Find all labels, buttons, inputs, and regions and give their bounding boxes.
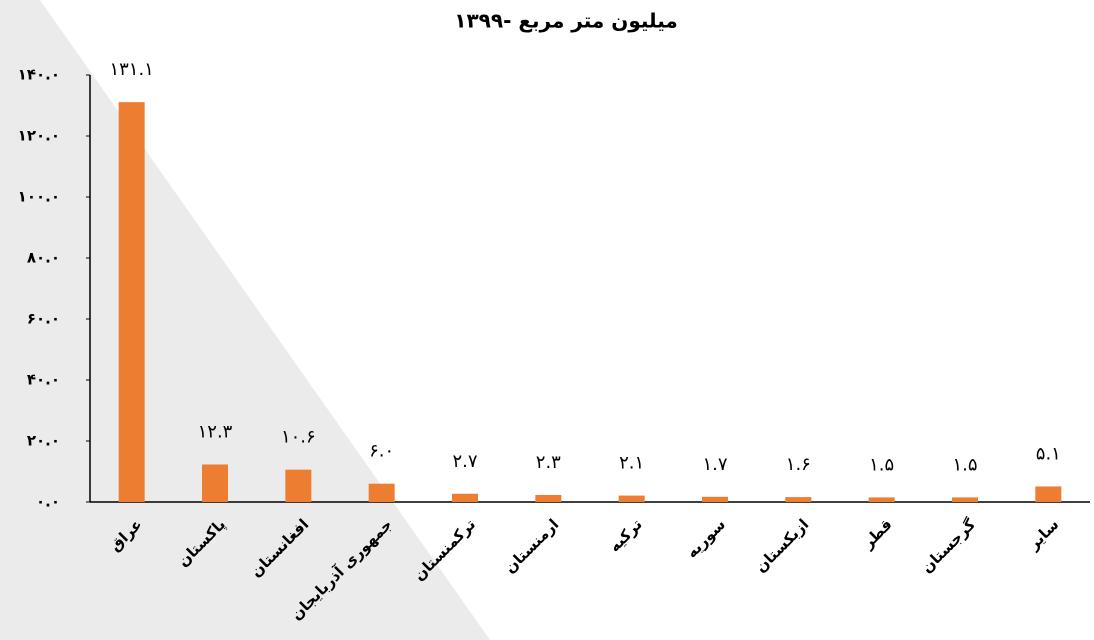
y-tick-label: ۶۰.۰ <box>27 310 60 328</box>
bar <box>618 495 645 502</box>
value-label: ۲.۳ <box>536 452 561 473</box>
y-tick-label: ۴۰.۰ <box>27 371 60 389</box>
x-tick-label: سوریه <box>683 515 729 561</box>
bar <box>1035 486 1062 502</box>
x-tick-label: گرجستان <box>918 515 979 576</box>
x-tick-label: سایر <box>1024 515 1062 553</box>
bar <box>368 483 395 502</box>
x-tick-label: ارمنستان <box>501 515 563 577</box>
bar <box>785 497 812 502</box>
bar <box>952 497 978 502</box>
value-label: ۱.۵ <box>952 454 977 475</box>
bar <box>868 497 895 502</box>
x-tick-label: ازبکستان <box>752 515 813 576</box>
y-tick-label: ۱۲۰.۰ <box>18 127 60 145</box>
bar <box>118 102 145 503</box>
x-tick-label: قطر <box>858 515 895 552</box>
bar <box>452 493 478 502</box>
y-tick-label: ۱۰۰.۰ <box>18 188 60 206</box>
chart-title: ۱۳۹۹- میلیون متر مربع <box>454 9 678 33</box>
x-tick-label: ترکیه <box>605 515 645 555</box>
value-label: ۱۳۱.۱ <box>109 59 153 80</box>
background-shape <box>0 0 490 640</box>
value-label: ۱۲.۳ <box>198 421 233 442</box>
value-label: ۱.۶ <box>786 454 811 475</box>
value-label: ۲.۱ <box>619 453 644 474</box>
bar <box>202 464 228 502</box>
value-label: ۱.۵ <box>869 454 894 475</box>
y-tick-label: ۸۰.۰ <box>27 249 60 267</box>
value-label: ۱.۷ <box>702 454 727 475</box>
value-label: ۶.۰ <box>369 441 394 462</box>
value-label: ۱۰.۶ <box>281 427 316 448</box>
value-label: ۲.۷ <box>452 451 477 472</box>
y-tick-label: ۱۴۰.۰ <box>18 66 60 84</box>
value-label: ۵.۱ <box>1036 443 1061 464</box>
bar <box>285 469 312 502</box>
y-tick-label: ۰.۰ <box>36 493 60 511</box>
bar <box>702 496 728 502</box>
bar <box>535 494 562 502</box>
y-tick-label: ۲۰.۰ <box>27 432 60 450</box>
